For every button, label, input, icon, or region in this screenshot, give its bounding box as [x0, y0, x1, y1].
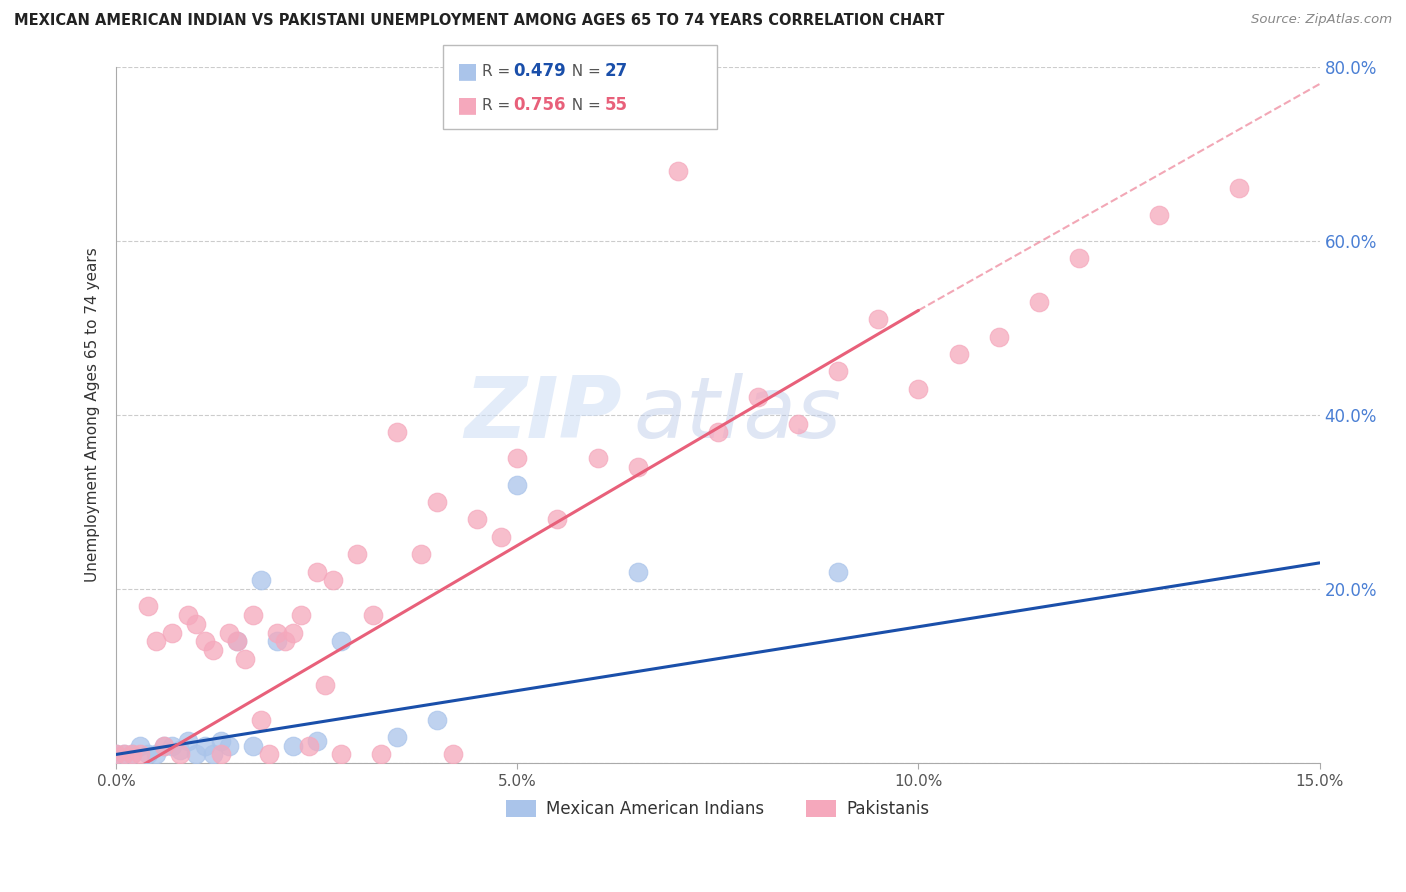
Text: N =: N = [562, 98, 606, 112]
Text: atlas: atlas [634, 374, 842, 457]
Point [138, 599, 160, 614]
Point [186, 747, 208, 762]
Point [129, 747, 152, 762]
Point [162, 625, 184, 640]
Y-axis label: Unemployment Among Ages 65 to 74 years: Unemployment Among Ages 65 to 74 years [86, 247, 100, 582]
Point [987, 329, 1010, 343]
Point [138, 747, 160, 762]
Point [1227, 181, 1250, 195]
Point [218, 739, 240, 753]
Point [441, 747, 464, 762]
Point [281, 739, 304, 753]
Point [274, 634, 297, 648]
Point [627, 565, 650, 579]
Point [385, 425, 408, 440]
Point [105, 747, 128, 762]
Point [249, 713, 271, 727]
Point [201, 747, 224, 762]
Point [112, 747, 135, 762]
Point [266, 625, 288, 640]
Point [948, 347, 970, 361]
Point [112, 747, 135, 762]
Point [547, 512, 569, 526]
Text: 27: 27 [605, 62, 628, 80]
Point [305, 734, 328, 748]
Text: ZIP: ZIP [464, 374, 621, 457]
Point [707, 425, 730, 440]
Point [186, 616, 208, 631]
Point [1028, 294, 1050, 309]
Point [361, 608, 384, 623]
Text: ■: ■ [457, 95, 478, 115]
Point [169, 747, 191, 762]
Point [145, 634, 167, 648]
Point [257, 747, 280, 762]
Point [209, 747, 232, 762]
Point [281, 625, 304, 640]
Text: ■: ■ [457, 62, 478, 81]
Point [907, 382, 929, 396]
Point [193, 739, 215, 753]
Point [225, 634, 247, 648]
Point [129, 739, 152, 753]
Point [105, 747, 128, 762]
Point [385, 730, 408, 744]
Point [218, 625, 240, 640]
Point [1067, 251, 1090, 265]
Point [145, 747, 167, 762]
Point [233, 651, 256, 665]
Text: Source: ZipAtlas.com: Source: ZipAtlas.com [1251, 13, 1392, 27]
Point [465, 512, 488, 526]
Point [121, 747, 143, 762]
Point [370, 747, 392, 762]
Point [666, 164, 689, 178]
Text: 0.479: 0.479 [513, 62, 567, 80]
Point [121, 747, 143, 762]
Text: R =: R = [482, 64, 516, 78]
Text: R =: R = [482, 98, 516, 112]
Point [153, 739, 176, 753]
Point [627, 460, 650, 475]
Point [266, 634, 288, 648]
Point [242, 608, 264, 623]
Point [586, 451, 609, 466]
Point [314, 678, 336, 692]
Point [827, 565, 849, 579]
Point [346, 547, 368, 561]
Point [827, 364, 849, 378]
Point [868, 312, 890, 326]
Point [209, 734, 232, 748]
Point [787, 417, 810, 431]
Point [201, 643, 224, 657]
Point [298, 739, 321, 753]
Point [506, 477, 529, 491]
Text: 55: 55 [605, 96, 627, 114]
Point [322, 574, 344, 588]
Point [491, 530, 513, 544]
Point [162, 739, 184, 753]
Point [329, 747, 352, 762]
Point [249, 574, 271, 588]
Point [305, 565, 328, 579]
Point [1147, 208, 1170, 222]
Point [506, 451, 529, 466]
Point [193, 634, 215, 648]
Point [225, 634, 247, 648]
Legend: Mexican American Indians, Pakistanis: Mexican American Indians, Pakistanis [499, 793, 936, 824]
Point [426, 495, 449, 509]
Point [329, 634, 352, 648]
Text: N =: N = [562, 64, 606, 78]
Point [242, 739, 264, 753]
Point [169, 743, 191, 757]
Point [747, 391, 769, 405]
Point [411, 547, 433, 561]
Text: 0.756: 0.756 [513, 96, 565, 114]
Point [177, 608, 200, 623]
Text: MEXICAN AMERICAN INDIAN VS PAKISTANI UNEMPLOYMENT AMONG AGES 65 TO 74 YEARS CORR: MEXICAN AMERICAN INDIAN VS PAKISTANI UNE… [14, 13, 945, 29]
Point [290, 608, 312, 623]
Point [177, 734, 200, 748]
Point [426, 713, 449, 727]
Point [153, 739, 176, 753]
